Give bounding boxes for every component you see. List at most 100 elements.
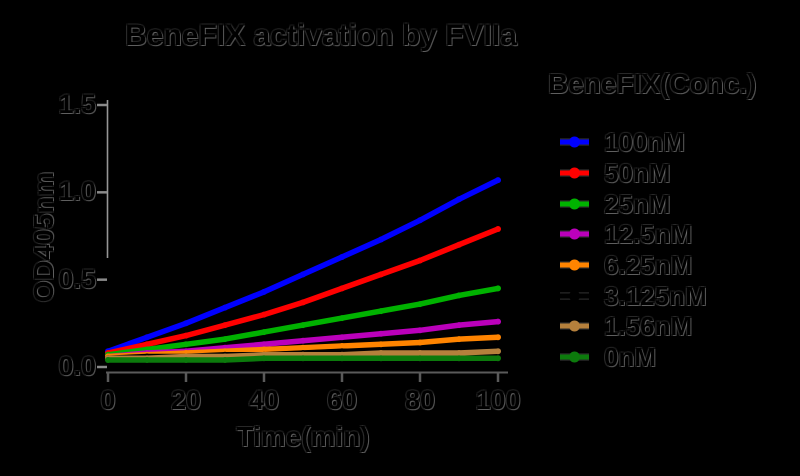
data-point-50nM bbox=[222, 322, 228, 329]
data-point-25nM bbox=[261, 329, 267, 336]
data-point-12.5nM bbox=[339, 334, 345, 341]
data-point-100nM bbox=[261, 288, 267, 295]
data-point-50nM bbox=[300, 299, 306, 306]
data-point-1.56nM bbox=[495, 348, 501, 355]
legend-swatch-marker bbox=[569, 320, 580, 332]
data-point-12.5nM bbox=[417, 327, 423, 334]
data-point-0nM bbox=[261, 355, 267, 362]
data-point-0nM bbox=[378, 355, 384, 362]
x-tick-label: 100 bbox=[475, 385, 521, 415]
legend-item-0nM: 0nM bbox=[548, 342, 707, 373]
legend-swatch-icon bbox=[560, 198, 589, 210]
x-axis-label: Time(min) bbox=[236, 421, 370, 452]
legend-item-1.56nM: 1.56nM bbox=[548, 311, 707, 342]
data-point-100nM bbox=[300, 271, 306, 278]
series-line-50nM bbox=[105, 226, 501, 356]
data-point-1.56nM bbox=[456, 350, 462, 356]
data-point-50nM bbox=[456, 241, 462, 248]
legend-swatch-marker bbox=[569, 351, 580, 363]
data-point-6.25nM bbox=[300, 344, 306, 351]
y-tick-label: 1.5 bbox=[58, 89, 96, 119]
data-point-25nM bbox=[222, 336, 228, 343]
data-point-25nM bbox=[339, 315, 345, 322]
data-point-100nM bbox=[417, 217, 423, 224]
data-point-6.25nM bbox=[417, 339, 423, 346]
data-point-100nM bbox=[495, 177, 501, 184]
data-point-25nM bbox=[300, 322, 306, 329]
data-point-25nM bbox=[378, 308, 384, 315]
data-point-50nM bbox=[378, 271, 384, 278]
legend-swatch-icon bbox=[560, 259, 589, 271]
legend-swatch-icon bbox=[560, 351, 589, 363]
legend-swatch-icon bbox=[560, 320, 589, 332]
legend-swatch-marker bbox=[569, 136, 580, 148]
data-point-100nM bbox=[183, 320, 189, 327]
x-tick-label: 0 bbox=[100, 385, 116, 415]
data-point-0nM bbox=[339, 355, 345, 362]
data-point-3.125nM bbox=[456, 344, 462, 351]
data-point-25nM bbox=[417, 301, 423, 308]
legend: BeneFIX(Conc.) 100nM 50nM 25nM 12.5nM 6.25nM… bbox=[548, 68, 794, 371]
data-point-100nM bbox=[378, 236, 384, 243]
legend-item-6.25nM: 6.25nM bbox=[548, 250, 707, 281]
data-point-6.25nM bbox=[456, 336, 462, 343]
data-point-50nM bbox=[339, 285, 345, 292]
data-point-3.125nM bbox=[495, 343, 501, 349]
legend-swatch-icon bbox=[560, 136, 589, 148]
data-point-12.5nM bbox=[261, 341, 267, 348]
x-tick-label: 20 bbox=[170, 385, 202, 415]
data-point-6.25nM bbox=[378, 341, 384, 348]
data-point-25nM bbox=[495, 285, 501, 292]
data-point-25nM bbox=[456, 292, 462, 299]
data-point-0nM bbox=[183, 357, 189, 363]
x-tick-label: 80 bbox=[404, 385, 436, 415]
data-point-0nM bbox=[222, 357, 228, 363]
data-point-50nM bbox=[183, 332, 189, 339]
legend-label: 6.25nM bbox=[604, 250, 693, 281]
data-point-100nM bbox=[144, 334, 150, 341]
legend-label: 12.5nM bbox=[604, 219, 693, 250]
data-point-100nM bbox=[456, 196, 462, 203]
data-point-1.56nM bbox=[417, 350, 423, 356]
data-point-0nM bbox=[105, 357, 111, 363]
data-point-0nM bbox=[300, 355, 306, 362]
legend-swatch-icon bbox=[560, 290, 589, 302]
legend-swatch-marker bbox=[569, 290, 580, 302]
legend-item-12.5nM: 12.5nM bbox=[548, 219, 707, 250]
legend-label: 0nM bbox=[604, 342, 656, 373]
legend-label: 3.125nM bbox=[604, 280, 707, 311]
legend-item-100nM: 100nM bbox=[548, 127, 707, 158]
data-point-12.5nM bbox=[378, 330, 384, 337]
data-point-6.25nM bbox=[339, 343, 345, 349]
y-tick-label: 0.5 bbox=[58, 263, 96, 294]
legend-swatch-marker bbox=[569, 198, 580, 210]
legend-title: BeneFIX(Conc.) bbox=[548, 68, 757, 99]
legend-label: 1.56nM bbox=[604, 311, 693, 342]
data-point-6.25nM bbox=[261, 346, 267, 353]
legend-item-50nM: 50nM bbox=[548, 158, 707, 189]
legend-swatch-icon bbox=[560, 228, 589, 240]
data-point-12.5nM bbox=[456, 322, 462, 329]
x-tick-label: 60 bbox=[326, 385, 358, 415]
data-point-50nM bbox=[495, 226, 501, 232]
data-point-50nM bbox=[417, 257, 423, 264]
y-tick-label: 1.0 bbox=[58, 176, 96, 207]
legend-label: 100nM bbox=[604, 127, 685, 158]
data-point-100nM bbox=[339, 254, 345, 260]
chart-title: BeneFIX activation by FVIIa bbox=[125, 19, 517, 52]
y-tick-label: 0.0 bbox=[58, 351, 96, 381]
data-point-50nM bbox=[261, 311, 267, 318]
data-point-0nM bbox=[495, 355, 501, 362]
data-point-12.5nM bbox=[495, 318, 501, 325]
data-point-25nM bbox=[183, 341, 189, 348]
legend-item-25nM: 25nM bbox=[548, 188, 707, 219]
legend-swatch-icon bbox=[560, 167, 589, 179]
legend-label: 25nM bbox=[604, 188, 671, 219]
legend-swatch-marker bbox=[569, 228, 580, 240]
data-point-0nM bbox=[144, 357, 150, 363]
data-point-100nM bbox=[222, 304, 228, 311]
legend-items: 100nM 50nM 25nM 12.5nM 6.25nM 3.125nM 1.56nM 0n… bbox=[548, 127, 707, 373]
data-point-6.25nM bbox=[495, 334, 501, 341]
data-point-12.5nM bbox=[300, 337, 306, 344]
